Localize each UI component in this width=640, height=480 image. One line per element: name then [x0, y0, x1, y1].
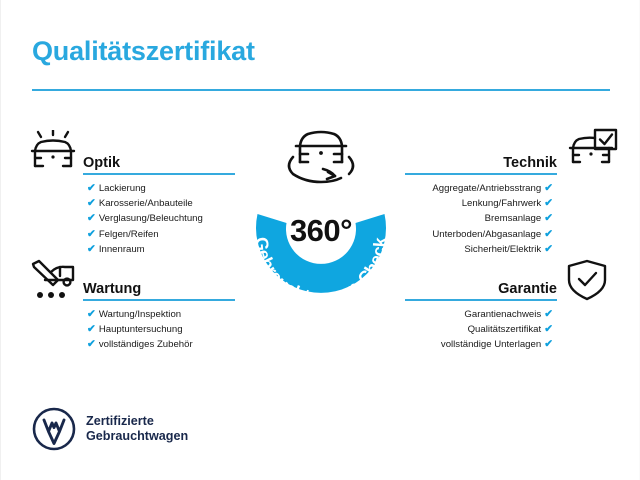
list-item: ✔ vollständiges Zubehör — [87, 337, 193, 352]
check-icon: ✔ — [544, 212, 553, 225]
list-item-label: Qualitätszertifikat — [467, 324, 542, 336]
list-item: vollständige Unterlagen ✔ — [441, 337, 553, 352]
list-item: Garantienachweis ✔ — [441, 307, 553, 322]
section-optik-list: ✔ Lackierung ✔ Karosserie/Anbauteile ✔ Verg… — [87, 181, 203, 257]
section-garantie-list: Garantienachweis ✔ Qualitätszertifikat ✔ v… — [441, 307, 553, 353]
list-item-label: Lackierung — [98, 183, 146, 194]
list-item: Bremsanlage ✔ — [432, 211, 553, 226]
logo-text: Zertifizierte Gebrauchtwagen — [86, 414, 188, 445]
list-item: ✔ Wartung/Inspektion — [87, 307, 193, 322]
list-item-label: Innenraum — [98, 243, 145, 255]
list-item-label: Verglasung/Beleuchtung — [98, 213, 203, 225]
vw-logo-lockup: Zertifizierte Gebrauchtwagen — [32, 407, 188, 451]
list-item: Unterboden/Abgasanlage ✔ — [432, 227, 553, 242]
section-optik-divider — [83, 173, 235, 175]
section-optik-header: Optik — [83, 147, 235, 173]
logo-text-line2: Gebrauchtwagen — [86, 429, 189, 443]
list-item: ✔ Hauptuntersuchung — [87, 322, 193, 337]
check-icon: ✔ — [87, 242, 96, 255]
list-item-label: Aggregate/Antriebsstrang — [432, 183, 542, 194]
check-icon: ✔ — [544, 227, 553, 240]
wrench-car-icon — [27, 258, 79, 302]
section-wartung-title: Wartung — [83, 281, 142, 297]
list-item-label: Wartung/Inspektion — [98, 309, 182, 320]
check-icon: ✔ — [87, 227, 96, 240]
page-title: Qualitätszertifikat — [32, 36, 255, 66]
header-divider — [32, 89, 610, 91]
badge-degrees: 360° — [289, 213, 353, 248]
list-item-label: Felgen/Reifen — [98, 228, 159, 240]
section-garantie-title: Garantie — [498, 281, 557, 297]
check-icon: ✔ — [544, 308, 553, 320]
check-icon: ✔ — [87, 308, 96, 320]
section-technik-header: Technik — [405, 147, 557, 173]
list-item: ✔ Felgen/Reifen — [87, 227, 203, 242]
section-wartung: Wartung ✔ Wartung/Inspektion ✔ Hauptunters… — [83, 273, 235, 350]
car-checkbox-icon — [567, 128, 619, 172]
section-technik-divider — [405, 173, 557, 175]
list-item: ✔ Karosserie/Anbauteile — [87, 196, 203, 211]
list-item-label: Hauptuntersuchung — [98, 324, 183, 336]
list-item-label: Bremsanlage — [484, 213, 542, 225]
list-item: ✔ Lackierung — [87, 181, 203, 196]
check-icon: ✔ — [544, 323, 553, 336]
section-optik-title: Optik — [83, 155, 121, 171]
section-technik: Technik Aggregate/Antriebsstrang ✔ Lenkun… — [405, 147, 557, 255]
list-item: Lenkung/Fahrwerk ✔ — [432, 196, 553, 211]
section-wartung-list: ✔ Wartung/Inspektion ✔ Hauptuntersuchung ✔… — [87, 307, 193, 353]
section-technik-list: Aggregate/Antriebsstrang ✔ Lenkung/Fahrwe… — [432, 181, 553, 257]
section-technik-title: Technik — [503, 155, 557, 171]
check-icon: ✔ — [87, 338, 96, 351]
list-item-label: Karosserie/Anbauteile — [98, 198, 193, 210]
list-item-label: vollständiges Zubehör — [98, 339, 193, 351]
check-icon: ✔ — [87, 212, 96, 225]
list-item: Sicherheit/Elektrik ✔ — [432, 242, 553, 257]
check-icon: ✔ — [544, 197, 553, 210]
car-shine-icon — [27, 130, 79, 174]
vw-roundel-icon — [32, 407, 76, 451]
list-item: ✔ Innenraum — [87, 242, 203, 257]
car-rotate-icon — [275, 124, 367, 186]
check-icon: ✔ — [544, 338, 553, 351]
list-item-label: Sicherheit/Elektrik — [464, 243, 542, 255]
section-garantie-header: Garantie — [405, 273, 557, 299]
section-garantie: Garantie Garantienachweis ✔ Qualitätszert… — [405, 273, 557, 350]
gebrauchtwagen-check-badge: Gebrauchtwagen-Check — [233, 150, 409, 326]
section-garantie-divider — [405, 299, 557, 301]
check-icon: ✔ — [87, 323, 96, 336]
section-wartung-divider — [83, 299, 235, 301]
list-item-label: Unterboden/Abgasanlage — [432, 228, 542, 240]
list-item-label: Lenkung/Fahrwerk — [461, 198, 542, 210]
list-item: ✔ Verglasung/Beleuchtung — [87, 211, 203, 226]
section-optik: Optik ✔ Lackierung ✔ Karosserie/Anbauteile… — [83, 147, 235, 255]
list-item: Aggregate/Antriebsstrang ✔ — [432, 181, 553, 196]
section-wartung-header: Wartung — [83, 273, 235, 299]
check-icon: ✔ — [544, 242, 553, 255]
list-item-label: vollständige Unterlagen — [440, 339, 542, 351]
shield-check-icon — [561, 258, 613, 302]
check-icon: ✔ — [87, 197, 96, 210]
list-item: Qualitätszertifikat ✔ — [441, 322, 553, 337]
check-icon: ✔ — [544, 182, 553, 194]
logo-text-line1: Zertifizierte — [86, 413, 154, 428]
list-item-label: Garantienachweis — [464, 309, 542, 320]
check-icon: ✔ — [87, 182, 96, 194]
